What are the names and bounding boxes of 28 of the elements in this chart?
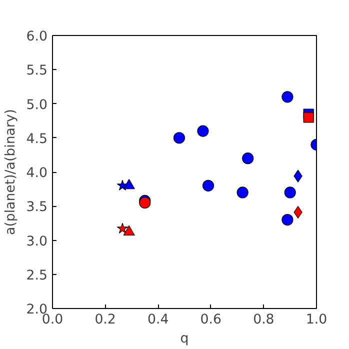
x-tick-label: 0.8: [253, 312, 274, 328]
y-tick-label: 5.5: [26, 64, 48, 79]
point: [197, 125, 209, 137]
point: [123, 179, 135, 190]
y-tick-label: 4.0: [26, 166, 48, 181]
point: [202, 180, 214, 192]
point: [123, 225, 135, 236]
x-tick-label: 0.6: [200, 312, 222, 328]
point: [173, 132, 186, 144]
x-tick-label: 0.4: [148, 312, 169, 328]
y-axis-title: a(planet)/a(binary): [3, 109, 18, 235]
y-tick-label: 6.0: [26, 30, 48, 44]
x-tick-label: 1.0: [306, 312, 328, 328]
point: [242, 152, 254, 164]
point: [282, 214, 294, 226]
point: [236, 186, 248, 198]
point: [303, 112, 314, 123]
point: [282, 91, 294, 103]
point: [284, 186, 296, 198]
x-tick-label: 0.2: [94, 312, 116, 328]
y-tick-label: 3.0: [26, 234, 48, 250]
y-tick-label: 4.5: [26, 132, 48, 147]
y-tick-label: 5.0: [26, 98, 48, 113]
x-axis-title: q: [180, 332, 189, 346]
x-tick-label: 0.0: [42, 312, 64, 328]
y-tick-label: 2.5: [26, 268, 48, 284]
y-tick-label: 3.5: [26, 200, 48, 216]
point: [116, 222, 128, 234]
